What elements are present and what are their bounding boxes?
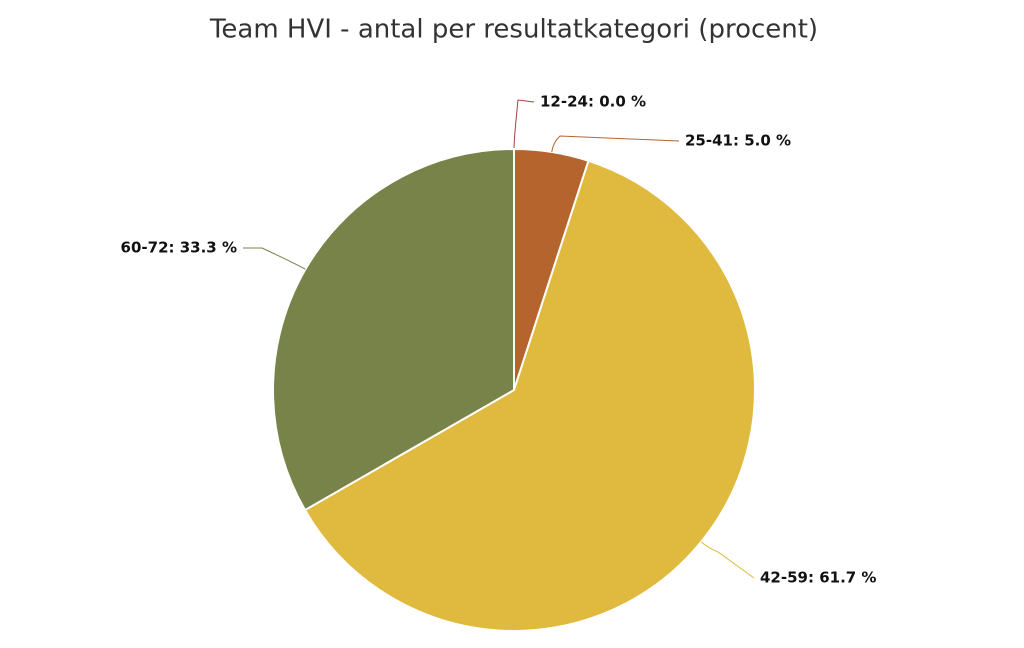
data-label: 42-59: 61.7 % xyxy=(760,569,876,587)
data-label: 60-72: 33.3 % xyxy=(121,239,237,257)
data-label: 12-24: 0.0 % xyxy=(540,93,646,111)
label-connector xyxy=(513,99,535,150)
label-connector xyxy=(551,135,680,153)
label-connector xyxy=(243,247,306,270)
label-connector xyxy=(700,541,755,579)
pie-slice xyxy=(272,147,515,512)
chart-title: Team HVI - antal per resultatkategori (p… xyxy=(209,15,818,45)
data-label: 25-41: 5.0 % xyxy=(685,132,791,150)
pie-slice xyxy=(303,159,756,632)
